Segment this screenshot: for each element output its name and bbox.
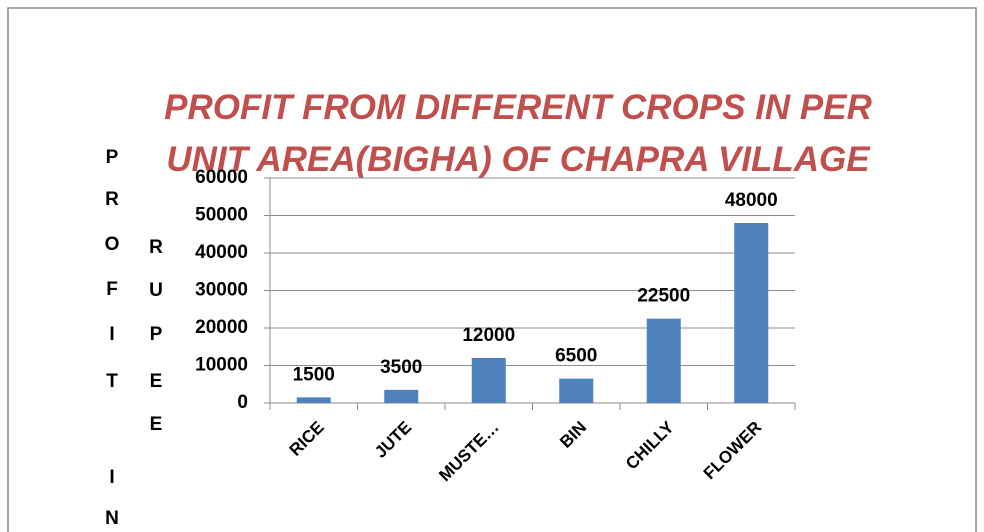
chart-frame	[7, 7, 977, 532]
y-tick-label: 40000	[195, 242, 248, 263]
bar	[296, 397, 331, 403]
y-tick-label: 10000	[195, 355, 248, 376]
data-label: 48000	[725, 190, 778, 211]
bar	[471, 358, 506, 403]
bar	[734, 223, 769, 403]
data-label: 12000	[462, 325, 515, 346]
y-tick-label: 50000	[195, 205, 248, 226]
bar	[559, 378, 594, 403]
y-tick-label: 30000	[195, 280, 248, 301]
data-label: 3500	[380, 357, 422, 378]
data-label: 6500	[555, 346, 597, 367]
y-tick-label: 0	[237, 392, 248, 413]
bar	[646, 318, 681, 403]
data-label: 22500	[637, 286, 690, 307]
chart-title: PROFIT FROM DIFFERENT CROPS IN PER UNIT A…	[164, 88, 873, 179]
y-tick-label: 20000	[195, 317, 248, 338]
y-tick-label: 60000	[195, 167, 248, 188]
data-label: 1500	[293, 364, 335, 385]
bar	[384, 389, 419, 403]
